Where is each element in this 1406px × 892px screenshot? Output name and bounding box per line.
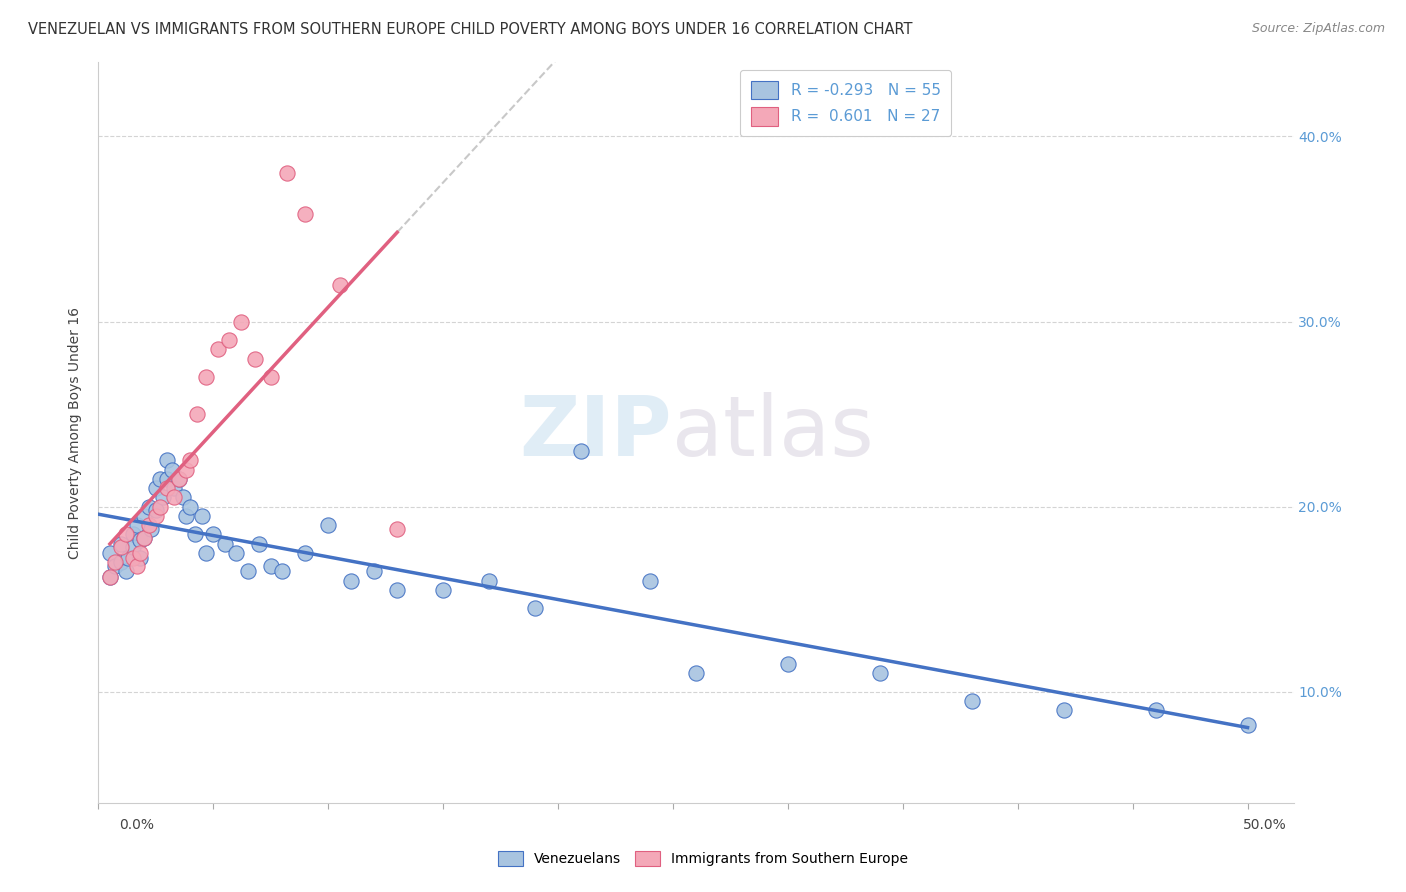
- Point: [156, 481, 179, 495]
- Point: [152, 491, 174, 505]
- Point: [110, 555, 132, 569]
- Point: [122, 551, 145, 566]
- Point: [260, 370, 283, 384]
- Point: [294, 207, 316, 221]
- Point: [156, 472, 179, 486]
- Point: [134, 508, 156, 523]
- Point: [225, 546, 247, 560]
- Legend: Venezuelans, Immigrants from Southern Europe: Venezuelans, Immigrants from Southern Eu…: [492, 846, 914, 871]
- Text: 50.0%: 50.0%: [1243, 818, 1286, 832]
- Point: [260, 558, 283, 573]
- Point: [638, 574, 661, 588]
- Point: [243, 351, 266, 366]
- Point: [1236, 718, 1258, 732]
- Point: [329, 277, 352, 292]
- Point: [128, 533, 150, 547]
- Point: [98, 570, 121, 584]
- Point: [145, 481, 167, 495]
- Point: [138, 500, 160, 514]
- Point: [163, 491, 186, 505]
- Point: [316, 518, 339, 533]
- Point: [134, 531, 156, 545]
- Point: [569, 444, 592, 458]
- Point: [191, 508, 214, 523]
- Point: [478, 574, 501, 588]
- Point: [186, 407, 208, 421]
- Point: [247, 536, 270, 550]
- Point: [214, 536, 236, 550]
- Point: [122, 541, 145, 555]
- Point: [363, 565, 385, 579]
- Point: [776, 657, 799, 671]
- Point: [184, 527, 207, 541]
- Point: [103, 558, 125, 573]
- Point: [163, 481, 186, 495]
- Point: [202, 527, 225, 541]
- Point: [149, 472, 172, 486]
- Point: [685, 666, 707, 681]
- Point: [1053, 703, 1076, 717]
- Point: [110, 541, 132, 555]
- Point: [167, 472, 190, 486]
- Point: [195, 370, 218, 384]
- Point: [179, 453, 201, 467]
- Point: [271, 565, 294, 579]
- Point: [236, 565, 259, 579]
- Point: [115, 527, 138, 541]
- Y-axis label: Child Poverty Among Boys Under 16: Child Poverty Among Boys Under 16: [69, 307, 83, 558]
- Point: [127, 518, 149, 533]
- Point: [385, 582, 409, 597]
- Point: [127, 558, 149, 573]
- Point: [149, 500, 172, 514]
- Point: [195, 546, 218, 560]
- Point: [340, 574, 363, 588]
- Point: [160, 462, 183, 476]
- Point: [172, 491, 194, 505]
- Point: [145, 503, 167, 517]
- Point: [128, 546, 150, 560]
- Point: [103, 555, 125, 569]
- Point: [110, 536, 132, 550]
- Point: [174, 508, 197, 523]
- Point: [98, 570, 121, 584]
- Point: [174, 462, 197, 476]
- Point: [138, 518, 160, 533]
- Point: [524, 601, 547, 615]
- Point: [229, 314, 252, 328]
- Point: [432, 582, 454, 597]
- Text: Source: ZipAtlas.com: Source: ZipAtlas.com: [1251, 22, 1385, 36]
- Point: [869, 666, 891, 681]
- Point: [276, 166, 298, 180]
- Point: [179, 500, 201, 514]
- Point: [1144, 703, 1167, 717]
- Point: [207, 343, 229, 357]
- Text: VENEZUELAN VS IMMIGRANTS FROM SOUTHERN EUROPE CHILD POVERTY AMONG BOYS UNDER 16 : VENEZUELAN VS IMMIGRANTS FROM SOUTHERN E…: [28, 22, 912, 37]
- Point: [960, 694, 983, 708]
- Point: [128, 551, 150, 566]
- Point: [122, 527, 145, 541]
- Point: [141, 522, 163, 536]
- Point: [156, 453, 179, 467]
- Point: [98, 546, 121, 560]
- Text: 0.0%: 0.0%: [120, 818, 155, 832]
- Point: [218, 333, 240, 347]
- Point: [294, 546, 316, 560]
- Point: [385, 522, 409, 536]
- Legend: R = -0.293   N = 55, R =  0.601   N = 27: R = -0.293 N = 55, R = 0.601 N = 27: [740, 70, 952, 136]
- Point: [145, 508, 167, 523]
- Point: [134, 531, 156, 545]
- Text: ZIP: ZIP: [520, 392, 672, 473]
- Text: atlas: atlas: [672, 392, 873, 473]
- Point: [115, 565, 138, 579]
- Point: [117, 551, 139, 566]
- Point: [167, 472, 190, 486]
